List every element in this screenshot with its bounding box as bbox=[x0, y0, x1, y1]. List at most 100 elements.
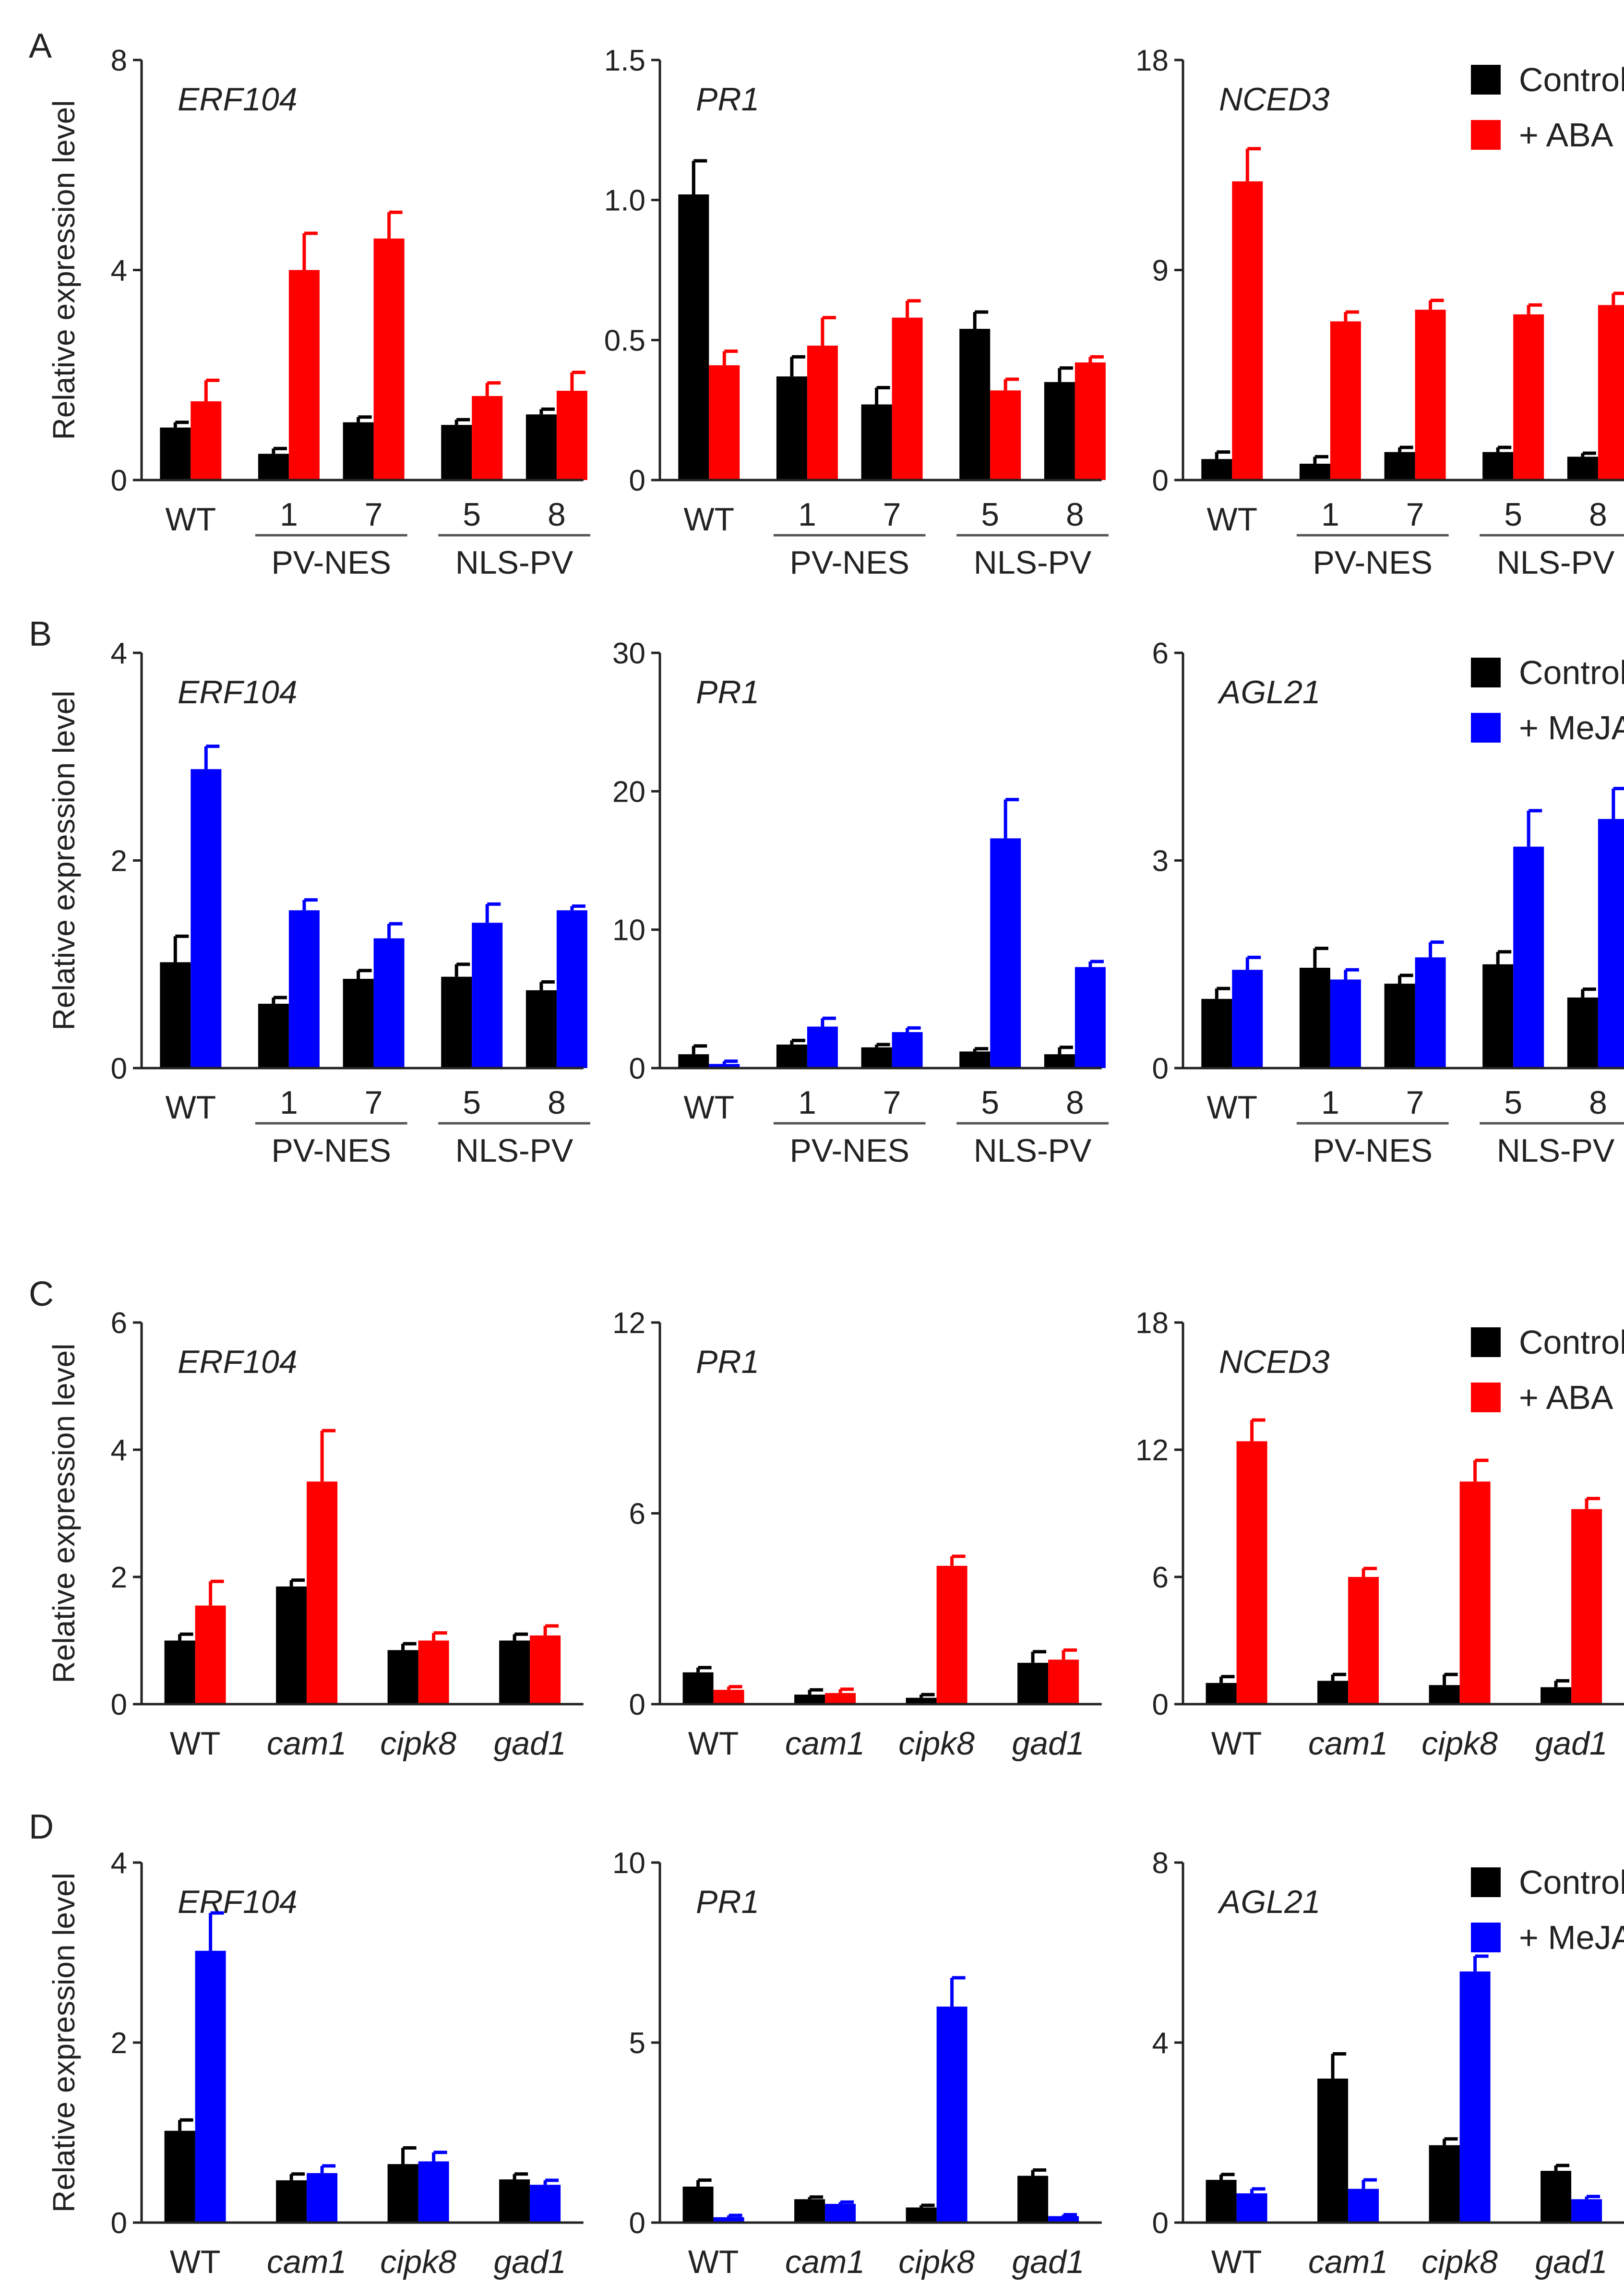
bar-control-1 bbox=[1317, 1681, 1349, 1704]
y-tick-label: 5 bbox=[629, 2027, 645, 2060]
x-group-label: WT bbox=[1211, 1725, 1262, 1762]
x-line-number: 1 bbox=[280, 1084, 298, 1121]
bar-control-0 bbox=[160, 427, 191, 480]
legend-label: Control bbox=[1519, 654, 1624, 691]
bar-control-3 bbox=[1017, 2176, 1049, 2223]
y-tick-label: 6 bbox=[629, 1498, 645, 1531]
bar-meja-2 bbox=[1415, 957, 1446, 1068]
gene-name: ERF104 bbox=[178, 81, 297, 118]
chart-D-pr1: 0 5 10 PR1 WT cam1 cipk8 gad1 bbox=[612, 1847, 1102, 2280]
x-line-number: 5 bbox=[463, 496, 481, 533]
bar-meja-2 bbox=[1459, 1971, 1491, 2223]
y-tick-label: 0 bbox=[111, 1052, 127, 1085]
bar-aba-2 bbox=[418, 1640, 449, 1704]
bar-aba-0 bbox=[191, 401, 222, 480]
legend-label: + ABA bbox=[1519, 116, 1613, 154]
bar-aba-0 bbox=[709, 365, 740, 480]
bar-aba-1 bbox=[307, 1481, 338, 1704]
chart-A-erf104: 0 4 8 ERF104 WT 1 7 5 8 PV-NES NLS-PV bbox=[111, 44, 590, 581]
group-bracket-label: NLS-PV bbox=[1497, 1132, 1615, 1169]
x-line-number: 1 bbox=[280, 496, 298, 533]
x-group-label: cam1 bbox=[1308, 2244, 1388, 2280]
bar-control-3 bbox=[1540, 1687, 1572, 1704]
gene-name: PR1 bbox=[696, 1884, 759, 1920]
bar-aba-4 bbox=[1075, 362, 1106, 480]
bar-meja-0 bbox=[1236, 2193, 1267, 2223]
bar-control-2 bbox=[861, 404, 892, 480]
group-bracket-label: PV-NES bbox=[1313, 1132, 1433, 1169]
bar-control-0 bbox=[1206, 1683, 1237, 1704]
bar-meja-2 bbox=[373, 938, 405, 1068]
bar-control-2 bbox=[387, 1650, 418, 1704]
bar-control-0 bbox=[682, 1672, 714, 1704]
gene-name: PR1 bbox=[696, 81, 759, 118]
bar-control-3 bbox=[1017, 1662, 1049, 1704]
bar-meja-3 bbox=[1571, 2199, 1602, 2223]
bar-control-4 bbox=[525, 414, 557, 480]
bar-control-0 bbox=[164, 1640, 195, 1704]
y-tick-label: 0 bbox=[111, 464, 127, 497]
gene-name: NCED3 bbox=[1219, 81, 1330, 118]
bar-meja-1 bbox=[825, 2204, 856, 2223]
x-group-label: WT bbox=[688, 2244, 739, 2280]
panel-letter-C: C bbox=[29, 1275, 54, 1313]
bar-aba-4 bbox=[556, 391, 587, 480]
x-group-label: WT bbox=[683, 1089, 734, 1126]
x-line-number: 7 bbox=[883, 1084, 901, 1121]
bar-control-1 bbox=[776, 376, 807, 480]
bar-control-2 bbox=[1384, 984, 1415, 1068]
y-tick-label: 0 bbox=[111, 1688, 127, 1721]
bar-aba-0 bbox=[1236, 1441, 1267, 1704]
x-group-label: WT bbox=[170, 1725, 221, 1762]
bar-aba-1 bbox=[288, 270, 320, 480]
y-tick-label: 20 bbox=[612, 775, 645, 808]
bar-aba-1 bbox=[1330, 321, 1361, 480]
x-group-label: cam1 bbox=[267, 1725, 346, 1762]
gene-name: AGL21 bbox=[1217, 674, 1321, 710]
bar-control-4 bbox=[525, 990, 557, 1068]
gene-name: ERF104 bbox=[178, 674, 297, 710]
bar-aba-0 bbox=[1232, 181, 1263, 480]
bar-meja-0 bbox=[709, 1064, 740, 1068]
bar-control-2 bbox=[906, 2207, 937, 2223]
x-line-number: 7 bbox=[365, 496, 383, 533]
bar-meja-2 bbox=[936, 2007, 967, 2223]
y-tick-label: 4 bbox=[111, 637, 127, 670]
bar-control-3 bbox=[1482, 964, 1514, 1068]
x-group-label: gad1 bbox=[1535, 2244, 1607, 2280]
chart-D-erf104: 0 2 4 ERF104 WT cam1 cipk8 gad1 bbox=[111, 1847, 584, 2280]
y-tick-label: 0 bbox=[1152, 2207, 1169, 2240]
bar-meja-1 bbox=[807, 1026, 838, 1068]
panel-letter-A: A bbox=[29, 27, 52, 65]
y-tick-label: 9 bbox=[1152, 254, 1169, 288]
y-tick-label: 2 bbox=[111, 1561, 127, 1594]
y-tick-label: 0 bbox=[1152, 464, 1169, 497]
x-line-number: 1 bbox=[798, 496, 816, 533]
y-tick-label: 18 bbox=[1135, 1307, 1169, 1340]
bar-aba-4 bbox=[1598, 305, 1624, 480]
legend-swatch-control bbox=[1471, 1327, 1501, 1357]
bar-control-2 bbox=[1429, 2145, 1460, 2223]
y-tick-label: 6 bbox=[1152, 637, 1169, 670]
bar-control-1 bbox=[1299, 967, 1330, 1068]
bar-aba-0 bbox=[713, 1690, 744, 1704]
x-line-number: 1 bbox=[798, 1084, 816, 1121]
x-line-number: 5 bbox=[981, 1084, 999, 1121]
y-tick-label: 12 bbox=[612, 1307, 645, 1340]
bar-control-1 bbox=[1317, 2079, 1349, 2223]
bar-control-0 bbox=[682, 2187, 714, 2223]
bar-control-0 bbox=[160, 962, 191, 1068]
x-group-label: WT bbox=[170, 2244, 221, 2280]
x-line-number: 8 bbox=[1066, 1084, 1084, 1121]
x-line-number: 8 bbox=[1066, 496, 1084, 533]
y-tick-label: 4 bbox=[1152, 2027, 1169, 2060]
x-line-number: 8 bbox=[548, 496, 566, 533]
legend-swatch-control bbox=[1471, 658, 1501, 687]
bar-meja-1 bbox=[288, 910, 320, 1068]
bar-meja-0 bbox=[713, 2217, 744, 2223]
y-tick-label: 0.5 bbox=[604, 324, 645, 357]
y-tick-label: 2 bbox=[111, 2027, 127, 2060]
bar-meja-0 bbox=[195, 1950, 226, 2223]
bar-meja-4 bbox=[556, 910, 587, 1068]
